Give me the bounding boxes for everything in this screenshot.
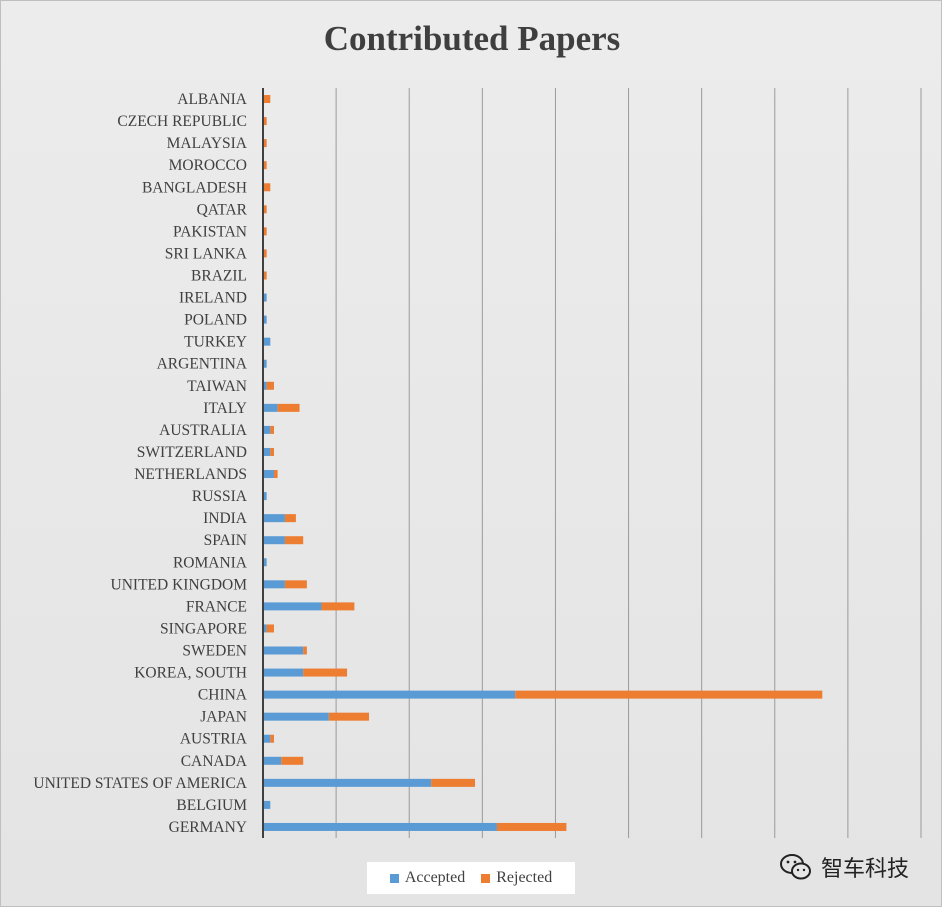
bar-accepted-russia [263, 492, 267, 501]
bar-accepted-spain [263, 536, 285, 545]
category-label: BANGLADESH [142, 179, 247, 196]
bar-accepted-austria [263, 734, 271, 743]
category-label: ALBANIA [177, 91, 248, 108]
bar-accepted-ireland [263, 293, 267, 302]
legend-item-rejected: Rejected [481, 869, 552, 887]
bar-accepted-poland [263, 315, 267, 324]
category-label: SWEDEN [182, 643, 247, 660]
category-label: ROMANIA [173, 554, 248, 571]
category-label: POLAND [184, 312, 247, 329]
category-label: MOROCCO [169, 157, 247, 174]
bar-rejected-netherlands [273, 470, 278, 479]
legend-swatch-accepted [389, 873, 399, 883]
bar-accepted-singapore [263, 624, 267, 633]
category-label: CANADA [181, 753, 248, 770]
category-label: MALAYSIA [167, 135, 248, 152]
wechat-icon [780, 854, 811, 880]
bar-rejected-australia [270, 425, 274, 434]
category-label: CHINA [198, 687, 248, 704]
bar-accepted-germany [263, 822, 497, 831]
category-label: SRI LANKA [165, 245, 248, 262]
bar-accepted-united-kingdom [263, 580, 285, 589]
category-label: TAIWAN [187, 378, 247, 395]
bar-rejected-sri-lanka [263, 249, 267, 258]
bar-accepted-canada [263, 756, 282, 765]
legend: Accepted Rejected [367, 862, 575, 894]
bar-rejected-morocco [263, 161, 267, 170]
category-label: UNITED KINGDOM [111, 576, 248, 593]
category-label: RUSSIA [192, 488, 248, 505]
bar-rejected-taiwan [266, 381, 274, 390]
category-label: SINGAPORE [160, 620, 247, 637]
category-label: SWITZERLAND [137, 444, 247, 461]
bar-rejected-sweden [303, 646, 307, 655]
bar-rejected-pakistan [263, 227, 267, 236]
bar-rejected-malaysia [263, 139, 267, 148]
bar-accepted-taiwan [263, 381, 267, 390]
bar-accepted-india [263, 514, 285, 523]
legend-label-rejected: Rejected [496, 869, 553, 886]
bar-rejected-qatar [263, 205, 267, 214]
bar-accepted-sweden [263, 646, 304, 655]
bar-rejected-albania [263, 95, 271, 104]
bar-rejected-united-states-of-america [431, 778, 476, 787]
category-label: KOREA, SOUTH [134, 665, 247, 682]
bar-rejected-france [321, 602, 355, 611]
bar-rejected-bangladesh [263, 183, 271, 192]
category-label: PAKISTAN [173, 223, 247, 240]
bar-rejected-czech-republic [263, 117, 267, 126]
category-label: IRELAND [179, 290, 247, 307]
bar-rejected-japan [328, 712, 370, 721]
bar-accepted-korea-south [263, 668, 304, 677]
category-label: GERMANY [169, 819, 247, 836]
bar-rejected-brazil [263, 271, 267, 280]
chart-title: Contributed Papers [323, 19, 621, 58]
category-label: QATAR [197, 201, 248, 218]
legend-label-accepted: Accepted [404, 869, 466, 886]
category-label: AUSTRIA [180, 731, 248, 748]
category-label: ITALY [203, 400, 247, 417]
category-label: JAPAN [200, 709, 247, 726]
bar-accepted-australia [263, 425, 271, 434]
bar-accepted-netherlands [263, 470, 274, 479]
category-label: INDIA [203, 510, 248, 527]
bar-accepted-turkey [263, 337, 271, 346]
category-label: SPAIN [204, 532, 247, 549]
bar-rejected-austria [270, 734, 274, 743]
bar-accepted-italy [263, 403, 278, 412]
watermark: 智车科技 [779, 851, 909, 883]
category-label: BRAZIL [191, 268, 247, 285]
category-label: UNITED STATES OF AMERICA [33, 775, 247, 792]
bar-rejected-united-kingdom [284, 580, 307, 589]
category-label: NETHERLANDS [134, 466, 247, 483]
bar-accepted-france [263, 602, 322, 611]
category-label: ARGENTINA [157, 356, 248, 373]
bar-rejected-germany [496, 822, 567, 831]
bar-accepted-romania [263, 558, 267, 567]
category-label: AUSTRALIA [159, 422, 248, 439]
bar-rejected-switzerland [270, 447, 274, 456]
bar-rejected-singapore [266, 624, 274, 633]
bar-rejected-korea-south [303, 668, 348, 677]
bar-accepted-china [263, 690, 516, 699]
bar-rejected-india [284, 514, 296, 523]
category-label: BELGIUM [176, 797, 247, 814]
bar-accepted-japan [263, 712, 329, 721]
category-label: FRANCE [186, 598, 247, 615]
bar-rejected-italy [277, 403, 300, 412]
bar-accepted-switzerland [263, 447, 271, 456]
legend-swatch-rejected [481, 873, 491, 883]
bar-rejected-spain [284, 536, 304, 545]
category-label: CZECH REPUBLIC [117, 113, 247, 130]
legend-item-accepted: Accepted [389, 869, 466, 887]
watermark-text: 智车科技 [821, 857, 910, 882]
bar-accepted-united-states-of-america [263, 778, 432, 787]
bar-accepted-argentina [263, 359, 267, 368]
bar-accepted-belgium [263, 800, 271, 809]
bar-rejected-canada [281, 756, 304, 765]
category-label: TURKEY [184, 334, 247, 351]
bar-rejected-china [515, 690, 823, 699]
